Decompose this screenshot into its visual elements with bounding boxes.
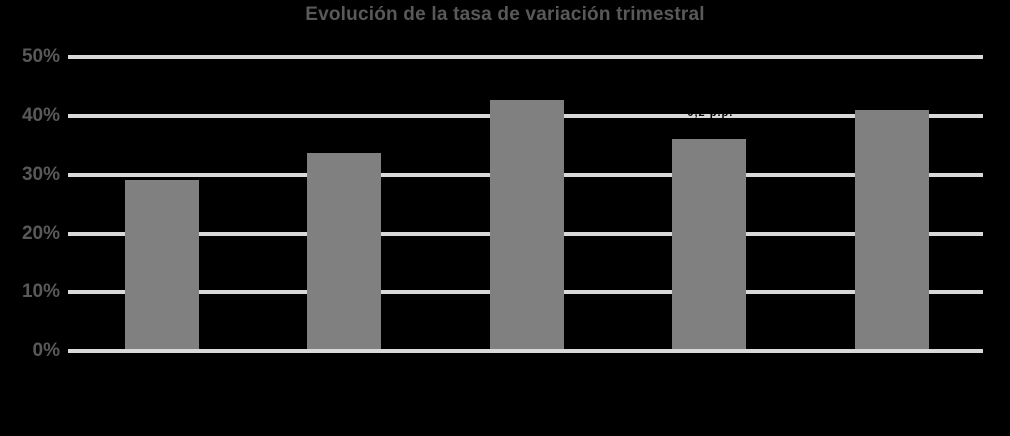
bar-5 bbox=[855, 110, 929, 353]
gridline-50% bbox=[68, 55, 983, 60]
y-axis-tick-label: 20% bbox=[21, 222, 60, 244]
bar-2 bbox=[307, 152, 381, 353]
y-axis-tick-label: 50% bbox=[21, 46, 60, 68]
data-label-annotation: -0,2 p.p. bbox=[682, 107, 734, 119]
y-axis-tick-label: 10% bbox=[21, 281, 60, 303]
chart-title: Evolución de la tasa de variación trimes… bbox=[305, 4, 705, 25]
bar-1 bbox=[125, 179, 199, 353]
bar-3 bbox=[490, 100, 564, 353]
y-axis-tick-label: 30% bbox=[21, 163, 60, 185]
y-axis-tick-label: 40% bbox=[21, 105, 60, 127]
bar-4 bbox=[672, 139, 746, 353]
gridline-0% bbox=[68, 349, 983, 353]
y-axis-tick-label: 0% bbox=[32, 340, 60, 361]
